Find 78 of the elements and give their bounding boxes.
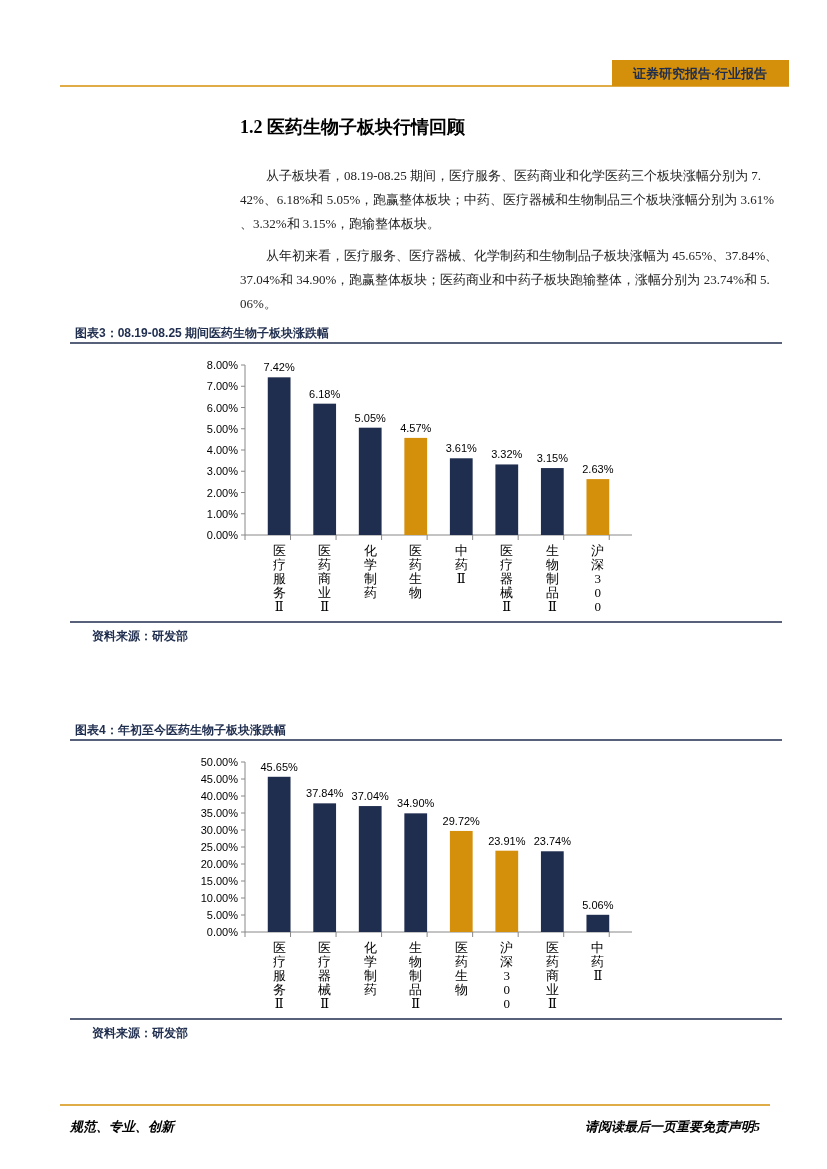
x-tick-label: 医疗器械Ⅱ <box>500 543 514 614</box>
y-tick-label: 2.00% <box>206 486 239 499</box>
text: 资料来源：研发部 <box>92 1026 188 1040</box>
bar <box>495 850 519 932</box>
x-tick-label: 化学制药 <box>363 543 377 600</box>
bar <box>267 377 291 535</box>
y-tick-label: 35.00% <box>200 807 239 819</box>
data-label: 6.18% <box>309 387 341 400</box>
x-tick-label: 医疗器械Ⅱ <box>318 940 332 1011</box>
y-tick-label: 3.00% <box>206 465 239 478</box>
y-tick-label: 0.00% <box>206 529 239 541</box>
data-label: 3.15% <box>536 452 569 465</box>
data-label: 5.06% <box>582 898 614 911</box>
data-label: 45.65% <box>260 760 299 773</box>
y-tick-label: 45.00% <box>200 773 239 785</box>
data-label: 37.84% <box>306 787 344 800</box>
bar <box>358 427 382 535</box>
chart-title: 图表4：年初至今医药生物子板块涨跌幅 <box>75 723 286 737</box>
bar <box>586 479 610 535</box>
y-tick-label: 50.00% <box>200 756 239 768</box>
y-tick-label: 7.00% <box>206 380 239 393</box>
bar <box>586 914 610 932</box>
y-tick-label: 10.00% <box>200 892 239 904</box>
bar <box>358 806 382 932</box>
data-label: 5.05% <box>354 411 387 424</box>
x-tick-label: 生物制品Ⅱ <box>409 940 423 1011</box>
x-tick-label: 医药商业Ⅱ <box>545 940 559 1011</box>
y-tick-label: 4.00% <box>206 444 239 456</box>
x-tick-label: 化学制药 <box>363 940 377 997</box>
data-label: 34.90% <box>397 797 435 810</box>
y-tick-label: 15.00% <box>200 875 239 887</box>
x-tick-label: 沪深300 <box>500 940 514 1011</box>
bar <box>313 803 337 932</box>
text: 请阅读最后一页重要免责声明5 <box>584 1119 761 1134</box>
text: 规范、专业、创新 <box>69 1119 176 1134</box>
text: 证券研究报告·行业报告 <box>631 66 768 81</box>
data-label: 3.61% <box>445 442 478 455</box>
bar <box>313 403 337 535</box>
y-tick-label: 5.00% <box>206 909 239 921</box>
y-tick-label: 8.00% <box>206 359 239 371</box>
bar <box>449 458 473 535</box>
x-tick-label: 医药商业Ⅱ <box>318 543 332 614</box>
data-label: 4.57% <box>400 421 432 434</box>
x-tick-label: 医药生物 <box>454 940 468 997</box>
x-tick-label: 沪深300 <box>591 543 605 614</box>
data-label: 7.42% <box>263 361 295 374</box>
data-label: 23.74% <box>533 835 572 848</box>
bar <box>404 813 428 932</box>
text: 从年初来看，医疗服务、医疗器械、化学制药和生物制品子板块涨幅为 45.65%、37.84%、37.04%和 34.90%，跑赢整体板块；医药商业和中药子板块跑输整体，涨幅分别为 23.74%和 5.06%。 <box>240 248 779 311</box>
y-tick-label: 0.00% <box>206 926 239 938</box>
bar <box>267 776 291 932</box>
bar <box>495 464 519 535</box>
x-tick-label: 医疗服务Ⅱ <box>272 543 286 614</box>
x-tick-label: 医药生物 <box>409 543 423 600</box>
data-label: 2.63% <box>582 463 614 476</box>
text: 从子板块看，08.19-08.25 期间，医疗服务、医药商业和化学医药三个板块涨幅分别为 7.42%、6.18%和 5.05%，跑赢整体板块；中药、医疗器械和生物制品三个板块涨幅分别为 3.61%、3.32%和 3.15%，跑输整体板块。 <box>240 168 775 231</box>
y-tick-label: 6.00% <box>206 401 239 414</box>
text: 1.2 医药生物子板块行情回顾 <box>240 117 466 137</box>
data-label: 29.72% <box>442 814 481 827</box>
bar <box>540 468 564 535</box>
y-tick-label: 40.00% <box>200 790 239 802</box>
chart-title: 图表3：08.19-08.25 期间医药生物子板块涨跌幅 <box>75 326 330 340</box>
x-tick-label: 中药Ⅱ <box>591 940 605 983</box>
bar <box>540 851 564 932</box>
data-label: 37.04% <box>351 790 390 803</box>
x-tick-label: 医疗服务Ⅱ <box>272 940 286 1011</box>
data-label: 3.32% <box>491 448 523 461</box>
bar <box>449 830 473 932</box>
bar <box>404 437 428 535</box>
y-tick-label: 30.00% <box>200 824 239 836</box>
y-tick-label: 25.00% <box>200 841 239 853</box>
y-tick-label: 20.00% <box>200 858 239 870</box>
data-label: 23.91% <box>488 834 526 847</box>
x-tick-label: 生物制品Ⅱ <box>545 543 559 614</box>
text: 资料来源：研发部 <box>92 629 188 643</box>
x-tick-label: 中药Ⅱ <box>454 543 468 586</box>
y-tick-label: 5.00% <box>206 422 239 435</box>
y-tick-label: 1.00% <box>206 507 239 520</box>
